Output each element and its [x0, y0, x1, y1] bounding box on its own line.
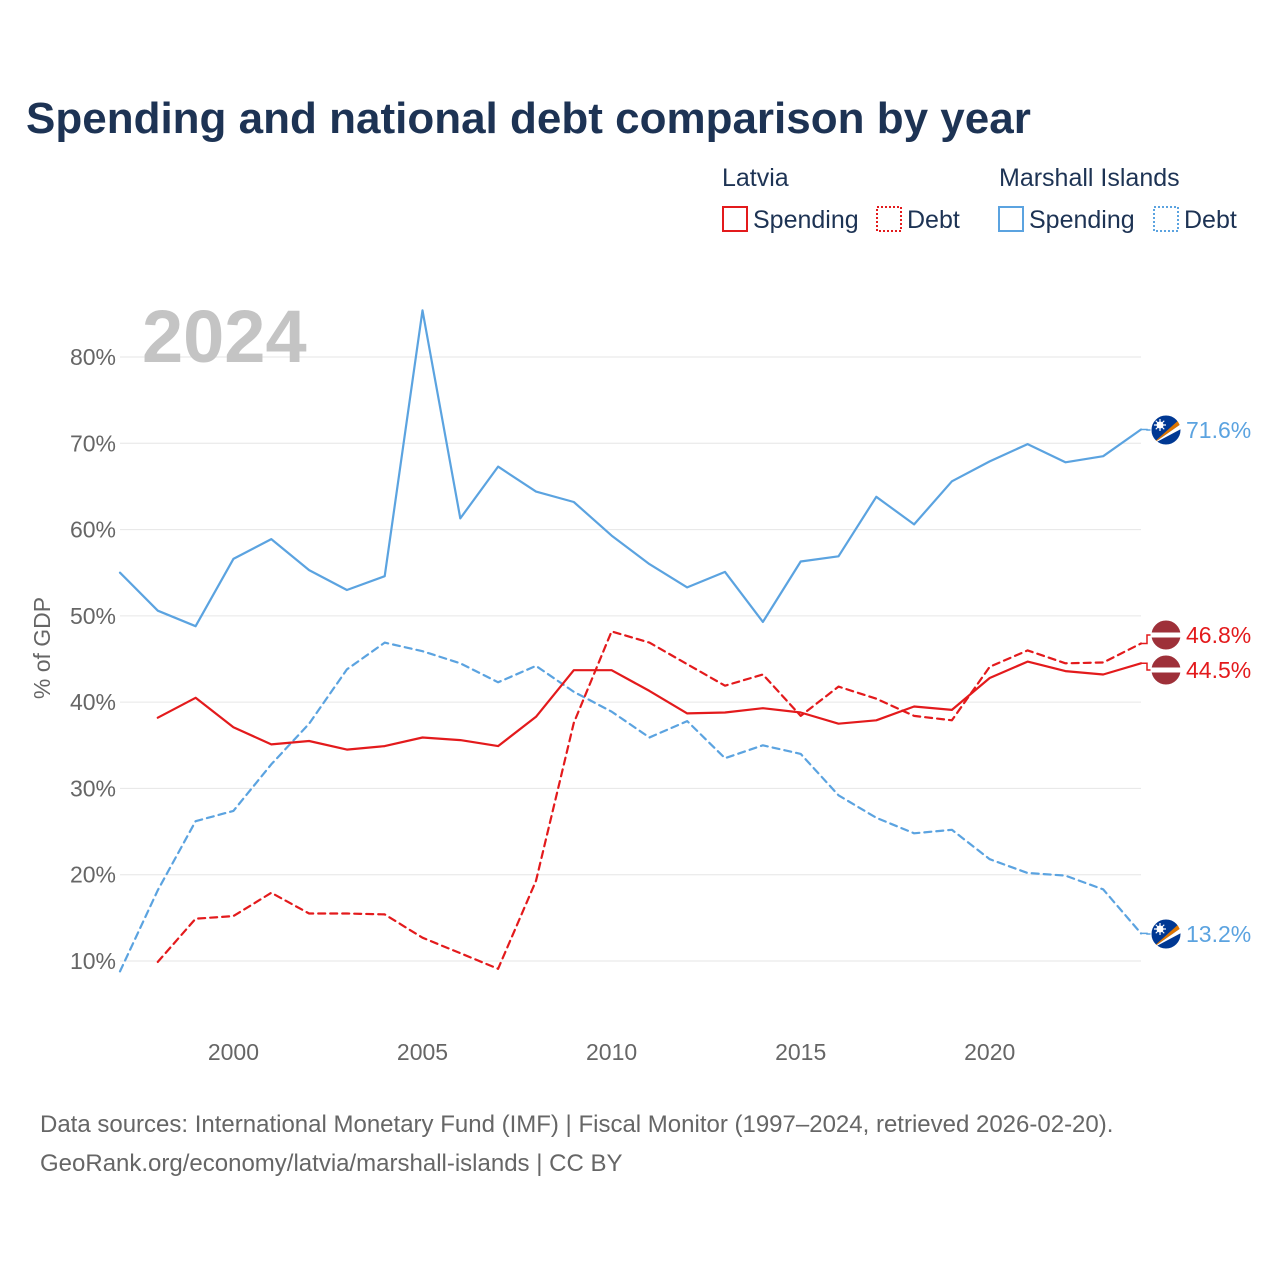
chart-title: Spending and national debt comparison by… — [26, 94, 1031, 143]
end-value-label: 13.2% — [1186, 921, 1251, 947]
end-value-label: 44.5% — [1186, 657, 1251, 683]
y-tick-label: 30% — [70, 775, 116, 801]
end-value-label: 71.6% — [1186, 417, 1251, 443]
legend-swatch-latvia-debt — [876, 206, 902, 232]
y-tick-label: 40% — [70, 689, 116, 715]
y-tick-label: 70% — [70, 430, 116, 456]
legend-label-marshall-spending: Spending — [1029, 206, 1135, 234]
legend-label-latvia-debt: Debt — [907, 206, 960, 234]
end-labels: 71.6% 46.8% 44.5% 13.2% — [1141, 414, 1251, 950]
y-tick-label: 10% — [70, 948, 116, 974]
y-tick-label: 60% — [70, 517, 116, 543]
series-line-marshall-islands-debt — [118, 641, 1143, 973]
series-lines — [118, 309, 1143, 973]
x-tick-label: 2020 — [964, 1039, 1015, 1065]
y-tick-label: 50% — [70, 603, 116, 629]
legend-label-marshall-debt: Debt — [1184, 206, 1237, 234]
series-line-latvia-debt — [156, 630, 1143, 970]
legend-label-latvia-spending: Spending — [753, 206, 859, 234]
source-line-1: Data sources: International Monetary Fun… — [40, 1111, 1113, 1138]
gridlines — [120, 356, 1141, 962]
latvia-flag-icon — [1150, 619, 1182, 651]
end-connector — [1141, 428, 1151, 431]
source-line-2: GeoRank.org/economy/latvia/marshall-isla… — [40, 1150, 622, 1177]
latvia-flag-icon — [1150, 654, 1182, 686]
marshall-islands-flag-icon — [1150, 414, 1182, 446]
y-tick-label: 20% — [70, 862, 116, 888]
x-tick-label: 2005 — [397, 1039, 448, 1065]
legend-group-latvia: Latvia — [722, 164, 789, 192]
series-line-marshall-islands-spending — [118, 309, 1143, 628]
x-axis-ticks: 2000 2005 2010 2015 2020 — [208, 1039, 1015, 1065]
legend-swatch-latvia-spending — [722, 206, 748, 232]
end-value-label: 46.8% — [1186, 622, 1251, 648]
end-connector — [1141, 662, 1151, 671]
legend-swatch-marshall-spending — [998, 206, 1024, 232]
x-tick-label: 2010 — [586, 1039, 637, 1065]
legend: Latvia Spending Debt Marshall Islands Sp… — [722, 164, 1237, 234]
year-label: 2024 — [142, 295, 307, 378]
y-axis-ticks: 10% 20% 30% 40% 50% 60% 70% 80% — [70, 344, 116, 974]
legend-swatch-marshall-debt — [1153, 206, 1179, 232]
legend-group-marshall-islands: Marshall Islands — [999, 164, 1180, 192]
y-axis-label: % of GDP — [29, 597, 55, 699]
y-tick-label: 80% — [70, 344, 116, 370]
end-connector — [1141, 634, 1151, 645]
x-tick-label: 2015 — [775, 1039, 826, 1065]
x-tick-label: 2000 — [208, 1039, 259, 1065]
marshall-islands-flag-icon — [1150, 918, 1182, 950]
series-line-latvia-spending — [156, 660, 1143, 751]
end-connector — [1141, 932, 1151, 935]
